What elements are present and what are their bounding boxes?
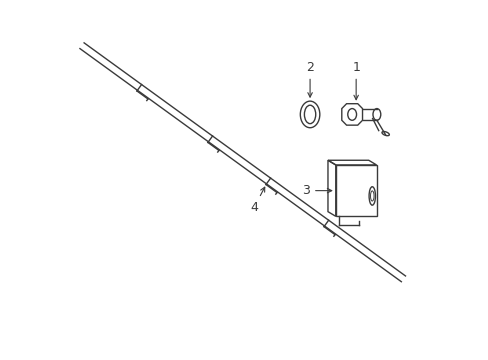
Text: 2: 2 [305, 61, 313, 97]
Text: 3: 3 [302, 184, 331, 197]
Text: 1: 1 [351, 61, 359, 100]
FancyBboxPatch shape [335, 165, 376, 216]
Text: 4: 4 [250, 187, 264, 214]
